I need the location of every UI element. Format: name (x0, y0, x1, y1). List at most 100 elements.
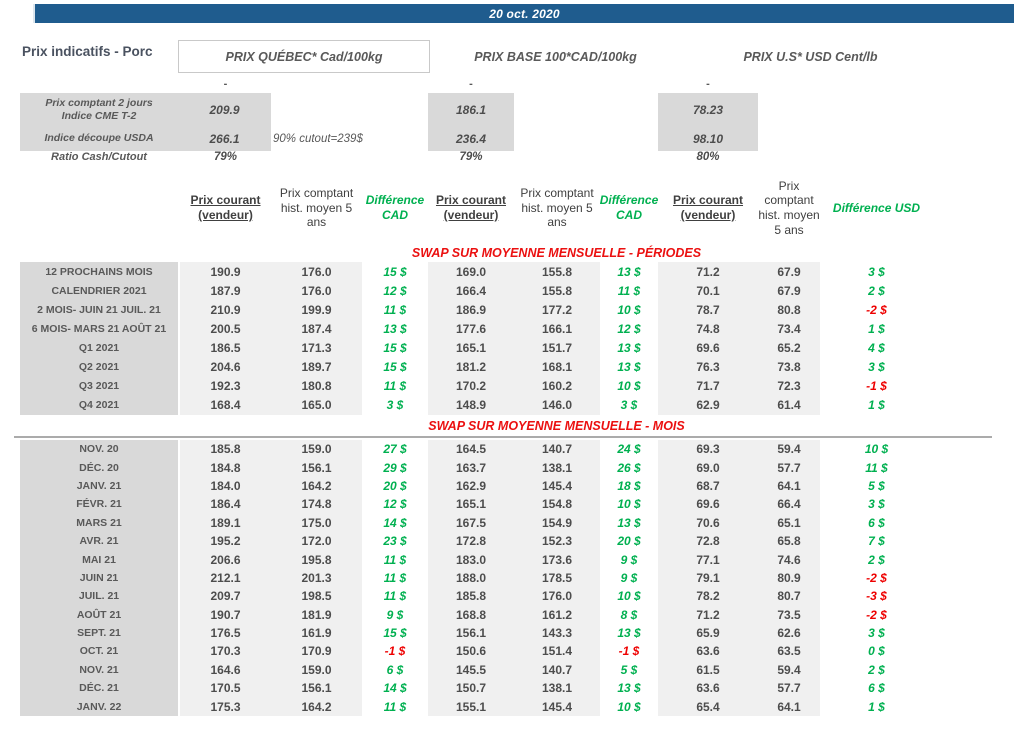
cell-difference: 5 $ (620, 662, 638, 677)
cell-price: 176.0 (271, 262, 362, 282)
cell-price: 165.1 (428, 495, 514, 514)
cell-difference: 10 $ (617, 379, 641, 394)
cell-price: 170.2 (428, 376, 514, 396)
cell-difference: 2 $ (868, 662, 885, 677)
table-row: OCT. 21 170.3 170.9 -1 $ 150.6 151.4 -1 $ 63.6 6… (20, 642, 933, 661)
cell-price: 146.0 (514, 395, 600, 415)
row-label: Q2 2021 (20, 357, 178, 377)
cell-difference: 5 $ (868, 478, 885, 493)
spot-usda-label: Indice découpe USDA (44, 132, 154, 145)
cell-price: 200.5 (180, 319, 271, 339)
cell-price: 201.3 (271, 568, 362, 588)
table-row: JANV. 22 175.3 164.2 11 $ 155.1 145.4 10 $ 65.4… (20, 697, 933, 716)
cell-price: 173.6 (514, 550, 600, 569)
cell-price: 145.5 (428, 660, 514, 680)
cell-price: 164.2 (271, 697, 362, 716)
cell-price: 176.0 (514, 587, 600, 606)
row-label: AOÛT 21 (20, 605, 178, 624)
ratio-base-value: 79% (459, 151, 483, 163)
row-label: 12 PROCHAINS MOIS (20, 262, 178, 282)
cell-price: 199.9 (271, 300, 362, 320)
section-title-periodes: SWAP SUR MOYENNE MENSUELLE - PÉRIODES (411, 246, 702, 260)
cell-difference: -2 $ (866, 302, 887, 317)
cell-price: 178.5 (514, 568, 600, 588)
cell-price: 61.5 (658, 660, 758, 680)
cell-price: 176.5 (180, 623, 271, 643)
cell-price: 71.2 (658, 262, 758, 282)
months-table: NOV. 20 185.8 159.0 27 $164.5 140.7 24 $69.3 5… (20, 440, 933, 716)
cell-price: 195.2 (180, 531, 271, 551)
col-header-prix-courant-us: Prix courant (vendeur) (672, 193, 744, 222)
row-label: Q3 2021 (20, 376, 178, 396)
cell-difference: 13 $ (617, 681, 641, 696)
col-header-diff-cad-qc: Différence CAD (365, 193, 425, 222)
table-row: NOV. 20 185.8 159.0 27 $ 164.5 140.7 24 $ 69.3 5… (20, 440, 933, 459)
cell-price: 62.9 (658, 395, 758, 415)
col-header-prix-hist-us: Prix comptant hist. moyen 5 ans (758, 178, 820, 237)
cell-price: 185.8 (180, 440, 271, 459)
col-header-diff-cad-base: Différence CAD (599, 193, 659, 222)
cell-difference: 4 $ (868, 340, 885, 355)
cell-price: 63.6 (658, 679, 758, 698)
cell-difference: 9 $ (620, 552, 638, 567)
cell-price: 181.2 (428, 357, 514, 377)
table-row: SEPT. 21 176.5 161.9 15 $ 156.1 143.3 13 $ 65.9… (20, 623, 933, 643)
table-row: 2 MOIS- JUIN 21 JUIL. 21 210.9 199.9 11 $ 18… (20, 300, 933, 320)
cell-difference: 10 $ (617, 589, 641, 604)
cell-price: 186.4 (180, 495, 271, 514)
cell-price: 72.3 (758, 376, 820, 396)
cell-price: 155.8 (514, 281, 600, 301)
cell-price: 177.6 (428, 319, 514, 339)
cell-price: 183.0 (428, 550, 514, 569)
table-column-headers: Prix courant (vendeur) Prix comptant his… (20, 170, 933, 246)
cell-difference: 11 $ (383, 552, 407, 567)
col-header-prix-hist-qc: Prix comptant hist. moyen 5 ans (279, 186, 354, 230)
cell-difference: 13 $ (617, 264, 641, 279)
cell-price: 63.6 (658, 642, 758, 661)
cell-difference: 0 $ (868, 644, 885, 659)
row-label: MAI 21 (20, 550, 178, 569)
cell-difference: 2 $ (868, 552, 885, 567)
cell-difference: 11 $ (383, 589, 407, 604)
row-label: JANV. 21 (20, 476, 178, 496)
cell-price: 148.9 (428, 395, 514, 415)
cell-price: 78.2 (658, 587, 758, 606)
cell-difference: 8 $ (620, 607, 638, 622)
spot-block-us: 78.23 98.10 (658, 93, 758, 151)
cell-price: 138.1 (514, 458, 600, 477)
cell-price: 64.1 (758, 476, 820, 496)
row-label: OCT. 21 (20, 642, 178, 661)
cell-price: 154.8 (514, 495, 600, 514)
spot-cme-us-value: 78.23 (692, 103, 724, 117)
table-row: Q1 2021 186.5 171.3 15 $ 165.1 151.7 13 $ 69.6 6… (20, 338, 933, 358)
cell-difference: 3 $ (386, 398, 404, 413)
row-label: Q1 2021 (20, 338, 178, 358)
cell-price: 66.4 (758, 495, 820, 514)
cell-price: 71.7 (658, 376, 758, 396)
cell-price: 209.7 (180, 587, 271, 606)
row-label: AVR. 21 (20, 531, 178, 551)
section-title-mois: SWAP SUR MOYENNE MENSUELLE - MOIS (428, 419, 685, 433)
cell-price: 161.9 (271, 623, 362, 643)
cell-price: 187.9 (180, 281, 271, 301)
table-row: JANV. 21 184.0 164.2 20 $ 162.9 145.4 18 $ 68.7… (20, 476, 933, 496)
cell-price: 210.9 (180, 300, 271, 320)
spot-cme-quebec-value: 209.9 (209, 103, 240, 117)
cell-price: 155.8 (514, 262, 600, 282)
cell-price: 167.5 (428, 513, 514, 532)
row-label: DÉC. 21 (20, 679, 178, 698)
table-row: JUIN 21 212.1 201.3 11 $ 188.0 178.5 9 $ 79.1 80… (20, 568, 933, 588)
page-title: Prix indicatifs - Porc (22, 44, 153, 59)
cell-difference: 3 $ (868, 497, 885, 512)
group-header-base100: PRIX BASE 100*CAD/100kg (474, 49, 637, 64)
col-header-prix-courant-base: Prix courant (vendeur) (435, 193, 507, 222)
cell-difference: -1 $ (866, 379, 887, 394)
cell-price: 162.9 (428, 476, 514, 496)
cell-difference: 1 $ (868, 398, 885, 413)
section-divider-line (14, 436, 992, 438)
spot-cme-base-value: 186.1 (455, 103, 487, 117)
cell-price: 175.3 (180, 697, 271, 716)
date-banner: 20 oct. 2020 (33, 4, 1014, 23)
cell-price: 61.4 (758, 395, 820, 415)
cell-price: 163.7 (428, 458, 514, 477)
